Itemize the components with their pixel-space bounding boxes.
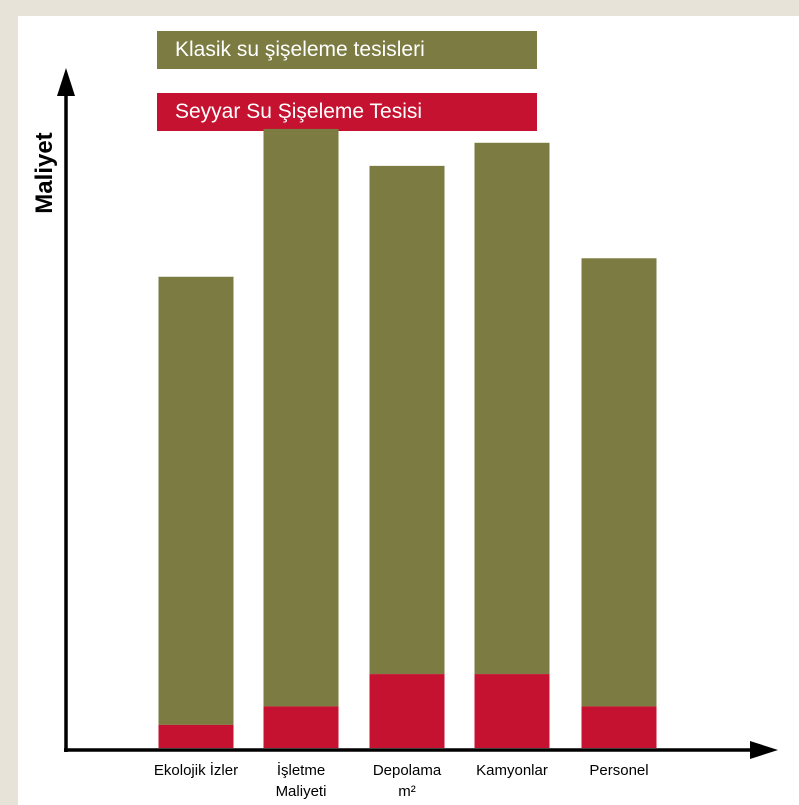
bar-classic-0 bbox=[158, 276, 234, 725]
y-axis-label: Maliyet bbox=[31, 132, 58, 213]
legend-item-mobile: Seyyar Su Şişeleme Tesisi bbox=[157, 93, 537, 131]
legend-item-classic: Klasik su şişeleme tesisleri bbox=[157, 31, 537, 69]
bars-layer bbox=[158, 128, 657, 748]
x-tick-label-3: Kamyonlar bbox=[476, 762, 548, 779]
axes-layer bbox=[57, 68, 778, 759]
bar-mobile-0 bbox=[158, 724, 234, 748]
bar-classic-1 bbox=[263, 128, 339, 707]
x-tick-label-2: Depolama m² bbox=[373, 762, 442, 800]
bar-classic-4 bbox=[581, 258, 657, 707]
x-tick-label-0: Ekolojik İzler bbox=[154, 761, 238, 779]
bar-mobile-1 bbox=[263, 706, 339, 748]
bar-mobile-3 bbox=[474, 674, 550, 748]
x-axis-arrow-icon bbox=[750, 741, 778, 759]
bar-classic-3 bbox=[474, 142, 550, 675]
x-tick-label-1: İşletme Maliyeti bbox=[276, 761, 327, 800]
bar-mobile-4 bbox=[581, 706, 657, 748]
x-tick-labels: Ekolojik İzler İşletme Maliyeti Depolama m² K… bbox=[154, 761, 649, 800]
y-axis-arrow-icon bbox=[57, 68, 75, 96]
bar-classic-2 bbox=[369, 165, 445, 675]
bar-mobile-2 bbox=[369, 674, 445, 748]
x-tick-label-4: Personel bbox=[589, 762, 648, 779]
